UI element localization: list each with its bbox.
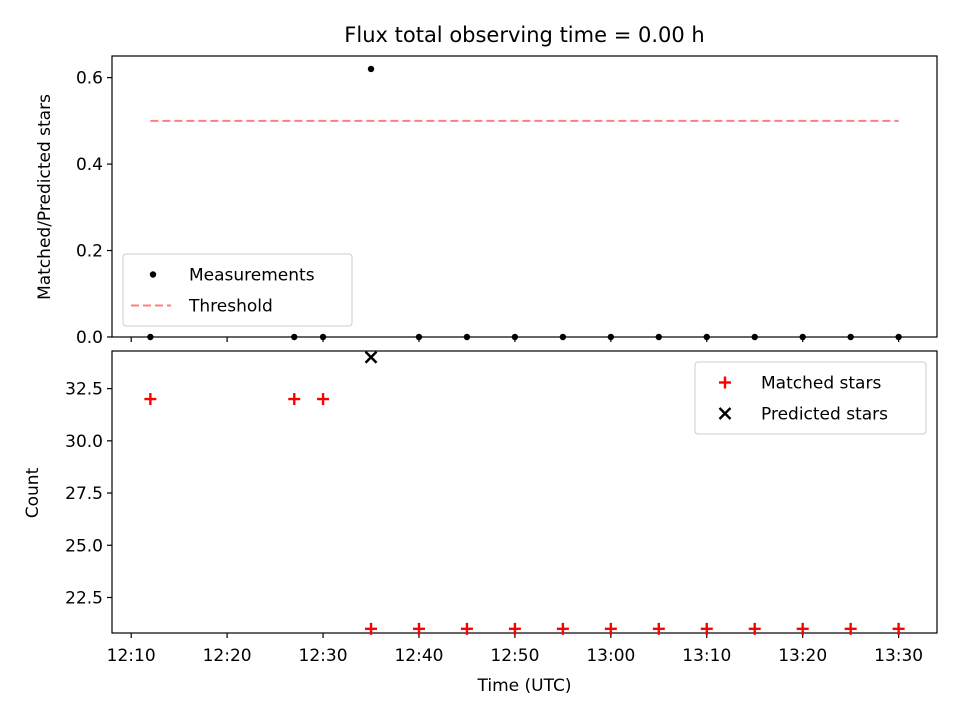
bottom-y-tick-label: 27.5 (65, 484, 103, 504)
bottom-data-point (365, 622, 378, 635)
bottom-y-tick-label: 22.5 (65, 588, 103, 608)
top-data-point (559, 333, 567, 341)
top-y-tick-label: 0.0 (76, 328, 103, 348)
top-data-point (655, 333, 663, 341)
bottom-series-1 (364, 350, 378, 364)
top-data-point (751, 333, 758, 341)
bottom-axes-frame (111, 350, 938, 634)
top-data-point (415, 333, 423, 341)
bottom-legend-marker (719, 376, 731, 389)
top-y-axis-label: Matched/Predicted stars (35, 94, 55, 300)
bottom-series-0 (144, 393, 905, 635)
x-tick-label: 12:40 (394, 646, 443, 666)
x-tick-label: 12:50 (490, 646, 539, 666)
bottom-y-axis-label: Count (23, 467, 43, 518)
top-y-tick-label: 0.4 (76, 155, 103, 175)
top-data-point (799, 333, 806, 341)
top-data-point (607, 333, 615, 341)
bottom-data-point (364, 350, 378, 364)
top-legend: Measurements Threshold (122, 253, 353, 327)
x-tick-label: 13:10 (682, 646, 731, 666)
bottom-data-point (144, 393, 157, 406)
bottom-data-point (892, 622, 905, 635)
top-data-point (703, 333, 710, 341)
bottom-data-point (508, 622, 521, 635)
bottom-data-point (748, 622, 761, 635)
x-tick-label: 13:30 (874, 646, 923, 666)
top-y-tick-label: 0.2 (76, 242, 103, 262)
bottom-legend: Matched stars Predicted stars (694, 361, 927, 435)
top-series-0 (147, 65, 902, 341)
x-tick-label: 12:20 (203, 646, 252, 666)
x-tick-label: 12:30 (299, 646, 348, 666)
bottom-data-point (604, 622, 617, 635)
bottom-data-point (796, 622, 809, 635)
bottom-legend-label: Matched stars (761, 374, 881, 394)
bottom-y-tick-label: 25.0 (65, 536, 103, 556)
bottom-legend-box (694, 361, 927, 435)
x-tick-label: 12:10 (107, 646, 156, 666)
top-data-point (463, 333, 471, 341)
bottom-data-point (412, 622, 425, 635)
bottom-panel: 22.5 25.0 27.5 30.0 32.5 12:10 12:20 12:30 12:40… (65, 350, 938, 666)
x-axis-label: Time (UTC) (477, 676, 572, 696)
top-data-point (511, 333, 519, 341)
bottom-y-tick-label: 32.5 (65, 380, 103, 400)
top-legend-label: Threshold (188, 297, 273, 317)
top-data-point (147, 333, 154, 341)
bottom-y-tick-label: 30.0 (65, 432, 103, 452)
chart-title: Flux total observing time = 0.00 h (344, 23, 704, 47)
bottom-data-point (460, 622, 473, 635)
top-data-point (291, 333, 298, 341)
top-panel: 0.0 0.2 0.4 0.6 Measurements Threshold (76, 55, 938, 348)
top-data-point (895, 333, 902, 341)
x-tick-label: 13:00 (586, 646, 635, 666)
top-data-point (847, 333, 854, 341)
bottom-data-point (317, 393, 330, 406)
bottom-legend-label: Predicted stars (761, 405, 888, 425)
top-axes-frame (111, 55, 938, 338)
bottom-data-point (844, 622, 857, 635)
top-data-point (367, 65, 375, 73)
top-y-tick-label: 0.6 (76, 69, 103, 89)
bottom-data-point (652, 622, 665, 635)
top-legend-box (122, 253, 353, 327)
bottom-legend-marker (718, 407, 732, 420)
bottom-data-point (288, 393, 301, 406)
bottom-data-point (700, 622, 713, 635)
top-legend-marker (149, 271, 157, 278)
x-tick-label: 13:20 (778, 646, 827, 666)
top-data-point (319, 333, 327, 341)
bottom-data-point (556, 622, 569, 635)
top-legend-label: Measurements (189, 266, 315, 286)
